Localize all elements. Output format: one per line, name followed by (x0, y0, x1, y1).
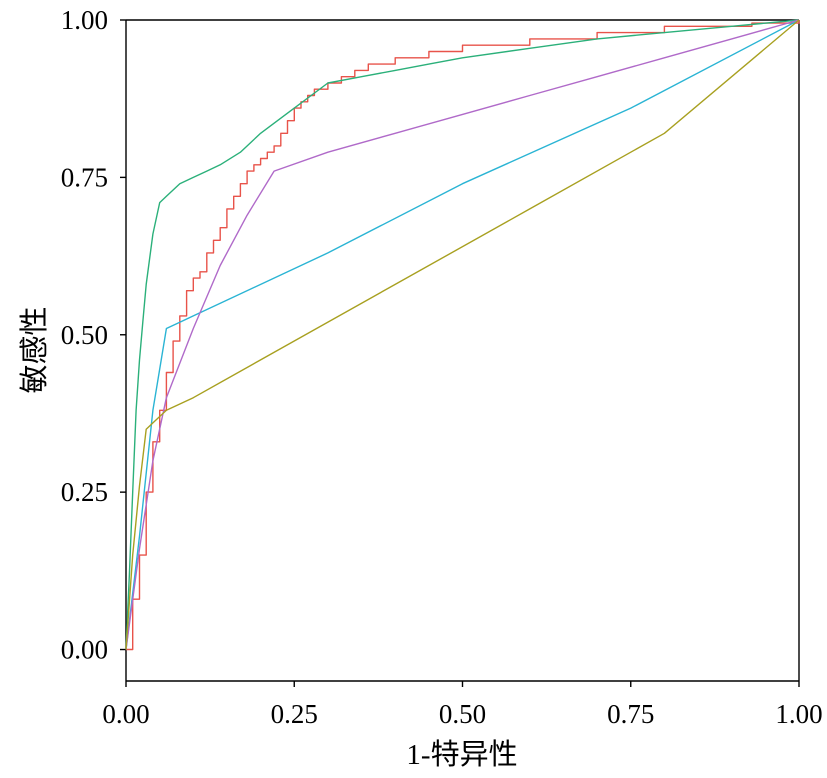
roc-series-line-1 (126, 20, 800, 651)
x-axis-title: 1-特异性 (406, 738, 517, 771)
y-tick-label: 0.50 (61, 320, 108, 350)
roc-series-line-2 (125, 19, 800, 650)
y-tick-label: 0.75 (61, 162, 108, 192)
x-tick-label: 0.75 (607, 699, 654, 729)
x-tick-label: 0.50 (439, 699, 486, 729)
y-axis-ticks: 0.00 0.25 0.50 0.75 1.00 (61, 5, 126, 665)
y-tick-label: 0.25 (61, 477, 108, 507)
x-axis-ticks: 0.00 0.25 0.50 0.75 1.00 (102, 681, 823, 729)
plot-frame (125, 19, 800, 682)
x-tick-label: 0.00 (102, 699, 149, 729)
roc-series-line-5 (125, 19, 800, 650)
roc-series-line-4 (125, 19, 800, 650)
y-tick-label: 0.00 (61, 635, 108, 665)
x-tick-label: 1.00 (775, 699, 822, 729)
roc-series (125, 19, 800, 651)
y-tick-label: 1.00 (61, 5, 108, 35)
y-axis-title: 敏感性 (18, 306, 51, 393)
x-tick-label: 0.25 (271, 699, 318, 729)
roc-series-line-3 (125, 19, 800, 650)
